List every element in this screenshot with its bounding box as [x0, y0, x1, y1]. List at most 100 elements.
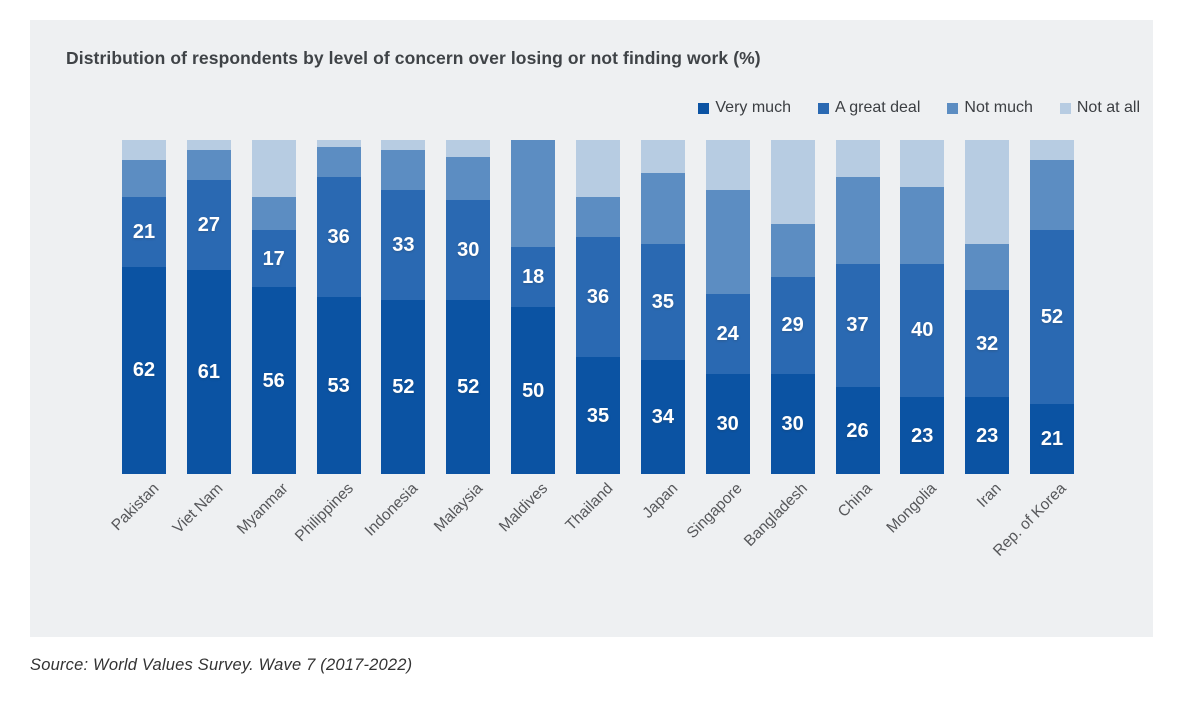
bar-value-label: 32	[976, 332, 999, 355]
bar-segment-a-great-deal: 27	[186, 180, 231, 271]
bar-value-label: 40	[911, 319, 934, 342]
bar-value-label: 30	[781, 412, 804, 435]
bar-segment-a-great-deal: 17	[251, 230, 296, 287]
bar-value-label: 27	[197, 214, 221, 237]
bar-segment-not-much	[251, 196, 296, 231]
bar-segment-not-much	[1030, 160, 1074, 231]
bar-segment-not-much	[511, 140, 556, 247]
bar-value-label: 36	[586, 286, 610, 309]
x-axis-label: Singapore	[683, 480, 746, 542]
bar-segment-very-much: 26	[835, 387, 880, 474]
bar-segment-not-much	[576, 196, 620, 237]
bar-value-label: 23	[911, 424, 934, 447]
legend-label: Not at all	[1076, 99, 1140, 116]
bar-segment-not-at-all	[640, 140, 685, 174]
bar-value-label: 30	[716, 412, 739, 435]
bar-value-label: 33	[392, 234, 415, 257]
bar-segment-not-much	[640, 173, 685, 244]
bar-segment-very-much: 34	[640, 360, 685, 474]
bar-segment-not-at-all	[576, 140, 620, 197]
bar-segment-a-great-deal: 29	[770, 276, 815, 374]
bar-segment-very-much: 21	[1030, 403, 1074, 474]
bar-value-label: 17	[262, 247, 285, 270]
bar-segment-a-great-deal: 37	[835, 263, 880, 388]
bar-segment-not-much	[446, 156, 491, 201]
x-axis-label: Mongolia	[883, 480, 941, 537]
bar-value-label: 56	[262, 369, 285, 392]
bar-segment-not-much	[381, 150, 426, 191]
legend-swatch-icon	[947, 102, 959, 114]
bar-value-label: 35	[586, 404, 610, 427]
legend: Very much A great deal Not much Not at all	[698, 99, 1140, 117]
bar-value-label: 21	[1040, 427, 1064, 450]
bar-value-label: 34	[651, 406, 675, 429]
bar-value-label: 53	[327, 374, 350, 397]
x-axis-label: China	[834, 480, 876, 521]
legend-swatch-icon	[1059, 102, 1071, 114]
legend-label: A great deal	[834, 99, 921, 116]
bar-chart: 21 62 27 61 17 56 36 53 33 52 30 52 18 50 36 35 35 34 24 30…	[122, 140, 1122, 474]
bar-philippines: 36 53	[316, 140, 361, 474]
bar-segment-a-great-deal: 24	[705, 293, 750, 374]
bar-segment-a-great-deal: 33	[381, 190, 426, 301]
bar-value-label: 36	[327, 225, 350, 248]
bar-segment-a-great-deal: 35	[640, 243, 685, 361]
bar-maldives: 18 50	[511, 140, 556, 474]
bar-bangladesh: 29 30	[770, 140, 815, 474]
bar-segment-very-much: 35	[576, 357, 620, 474]
bar-segment-not-at-all	[705, 140, 750, 191]
bar-segment-a-great-deal: 18	[511, 246, 556, 307]
bar-segment-very-much: 30	[705, 373, 750, 474]
x-axis-label: Japan	[639, 480, 681, 522]
bar-segment-a-great-deal: 36	[576, 236, 620, 358]
bar-segment-a-great-deal: 32	[965, 290, 1010, 398]
bar-segment-very-much: 53	[316, 297, 361, 474]
bar-singapore: 24 30	[705, 140, 750, 474]
bar-value-label: 50	[522, 379, 545, 402]
bar-segment-not-at-all	[1030, 140, 1074, 161]
bar-value-label: 23	[976, 424, 999, 447]
bar-segment-very-much: 30	[770, 373, 815, 474]
bar-segment-not-much	[835, 176, 880, 264]
bar-value-label: 61	[197, 361, 221, 384]
bar-value-label: 52	[457, 376, 480, 399]
bar-segment-not-at-all	[316, 140, 361, 147]
x-axis-label: Malaysia	[431, 480, 487, 536]
bar-segment-very-much: 56	[251, 287, 296, 474]
bar-segment-very-much: 61	[186, 270, 231, 474]
bar-viet-nam: 27 61	[186, 140, 231, 474]
bar-segment-not-at-all	[900, 140, 945, 187]
bar-value-label: 35	[651, 290, 675, 313]
x-axis-label: Maldives	[495, 480, 552, 536]
bar-segment-a-great-deal: 52	[1030, 230, 1074, 404]
x-axis-label: Viet Nam	[170, 480, 227, 537]
x-axis: Pakistan Viet Nam Myanmar Philippines Indone…	[108, 480, 1122, 620]
bar-segment-not-at-all	[835, 140, 880, 177]
bar-china: 37 26	[835, 140, 880, 474]
legend-label: Not much	[964, 99, 1033, 116]
bar-value-label: 37	[846, 314, 869, 337]
legend-item-not-at-all: Not at all	[1059, 99, 1140, 117]
bar-segment-very-much: 23	[900, 397, 945, 474]
bar-value-label: 52	[392, 376, 415, 399]
bar-segment-very-much: 23	[965, 397, 1010, 474]
bar-segment-not-at-all	[446, 140, 491, 157]
x-axis-label: Indonesia	[361, 480, 422, 540]
bar-segment-very-much: 62	[122, 266, 166, 474]
chart-title: Distribution of respondents by level of …	[66, 48, 761, 68]
bar-indonesia: 33 52	[381, 140, 426, 474]
bar-mongolia: 40 23	[900, 140, 945, 474]
bar-value-label: 29	[781, 314, 804, 337]
bar-segment-a-great-deal: 30	[446, 200, 491, 301]
bar-segment-not-much	[900, 186, 945, 264]
bar-segment-a-great-deal: 36	[316, 176, 361, 297]
bar-segment-not-at-all	[251, 140, 296, 197]
bar-segment-not-at-all	[381, 140, 426, 151]
bar-value-label: 30	[457, 239, 480, 262]
legend-swatch-icon	[698, 102, 710, 114]
bar-iran: 32 23	[965, 140, 1010, 474]
x-axis-label: Iran	[974, 480, 1006, 511]
bar-segment-very-much: 50	[511, 307, 556, 474]
chart-panel: Distribution of respondents by level of …	[30, 20, 1153, 637]
bar-segment-very-much: 52	[446, 300, 491, 474]
